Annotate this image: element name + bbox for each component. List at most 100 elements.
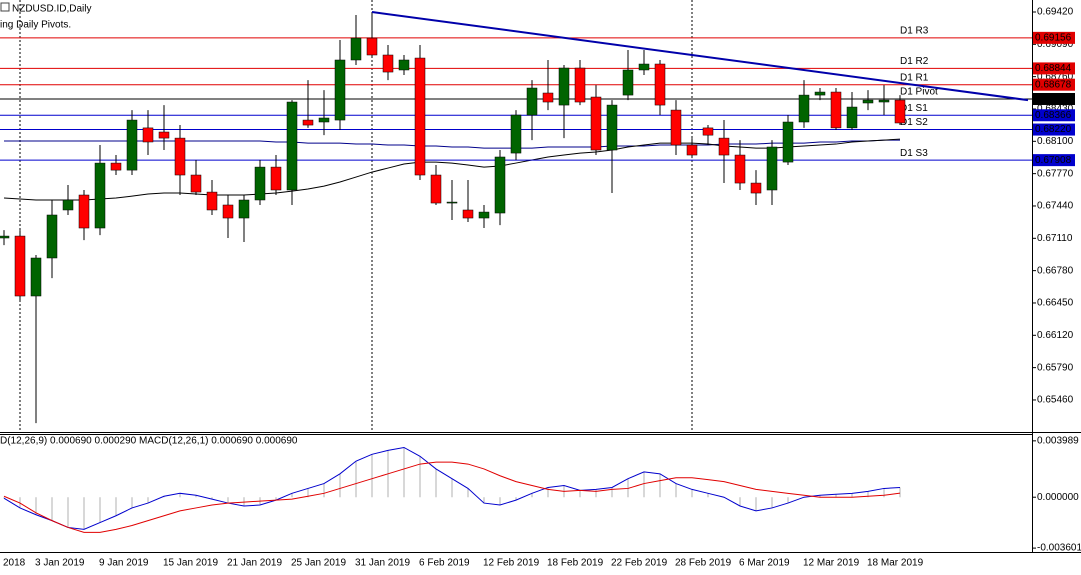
y-tick-label: 0.66120 <box>1037 330 1074 341</box>
pivot-name: D1 R3 <box>900 25 929 36</box>
x-tick-label: 18 Mar 2019 <box>867 558 924 569</box>
y-tick-label: 0.65790 <box>1037 362 1074 373</box>
candle-body <box>94 162 106 229</box>
candle-body <box>46 214 58 259</box>
x-tick-label: 9 Jan 2019 <box>99 558 149 569</box>
candle-body <box>558 67 570 106</box>
symbol-icon <box>0 2 10 12</box>
candle-body <box>238 199 250 219</box>
candle-body <box>526 87 538 116</box>
candle-body <box>366 37 378 56</box>
candle-body <box>30 257 42 297</box>
x-tick-label: 21 Jan 2019 <box>227 558 282 569</box>
candle-body <box>846 106 858 129</box>
candle-body <box>254 166 266 201</box>
pivot-name: D1 S1 <box>900 103 928 114</box>
candle-body <box>0 235 10 239</box>
candle-body <box>654 63 666 106</box>
x-tick-label: 6 Feb 2019 <box>419 558 470 569</box>
macd-title: D(12,26,9) 0.000690 0.000290 MACD(12,26,… <box>0 436 298 447</box>
candle-body <box>574 67 586 103</box>
candle-body <box>286 101 298 191</box>
candle-body <box>734 154 746 184</box>
pivot-name: D1 Pivot <box>900 87 938 98</box>
candle-body <box>590 96 602 151</box>
candle-body <box>142 127 154 143</box>
x-tick-label: 15 Jan 2019 <box>163 558 218 569</box>
candle-body <box>494 156 506 214</box>
indicator-name: ing Daily Pivots. <box>0 20 71 31</box>
candle-body <box>478 211 490 219</box>
pivot-price-box <box>1033 109 1075 122</box>
pivot-price-box <box>1033 92 1075 105</box>
candle-body <box>798 94 810 123</box>
candle-body <box>830 91 842 129</box>
candle-body <box>718 137 730 156</box>
x-tick-label: 22 Feb 2019 <box>611 558 668 569</box>
y-tick-label: 0.000000 <box>1037 492 1079 503</box>
candle-body <box>638 63 650 71</box>
pivot-price-box <box>1033 31 1075 44</box>
candle-body <box>302 119 314 126</box>
y-tick-label: 0.66450 <box>1037 298 1074 309</box>
chart-title: NZDUSD.ID,Daily <box>12 4 91 15</box>
pivot-price-label: 0.68532 <box>1035 94 1072 105</box>
candle-body <box>190 174 202 193</box>
y-tick-label: 0.68760 <box>1037 71 1074 82</box>
candle-body <box>750 182 762 194</box>
x-tick-label: 28 Feb 2019 <box>675 558 732 569</box>
candle-body <box>126 119 138 171</box>
candle-body <box>766 146 778 191</box>
x-tick-label: 18 Feb 2019 <box>547 558 604 569</box>
candle-body <box>510 114 522 154</box>
x-tick-label: 31 Jan 2019 <box>355 558 410 569</box>
pivot-price-label: 0.69156 <box>1035 32 1072 43</box>
pivot-price-label: 0.68678 <box>1035 79 1072 90</box>
candle-body <box>350 37 362 61</box>
moving-average <box>3 138 901 201</box>
pivot-name: D1 R2 <box>900 56 929 67</box>
y-tick-label: 0.67770 <box>1037 168 1074 179</box>
macd-line <box>3 446 901 530</box>
y-tick-label: 0.003989 <box>1037 435 1079 446</box>
candle-body <box>158 131 170 139</box>
candle-body <box>334 59 346 121</box>
candle-body <box>446 201 458 204</box>
pivot-price-box <box>1033 123 1075 136</box>
candle-body <box>174 137 186 176</box>
x-tick-label: 6 Mar 2019 <box>739 558 790 569</box>
candle-body <box>382 54 394 73</box>
y-tick-label: -0.003601 <box>1037 543 1081 554</box>
candle-body <box>862 99 874 104</box>
month-separators <box>19 0 693 432</box>
pivot-name: D1 R1 <box>900 72 929 83</box>
candle-body <box>606 104 618 151</box>
y-tick-label: 0.69090 <box>1037 39 1074 50</box>
x-tick-label: 12 Feb 2019 <box>483 558 540 569</box>
x-tick-label: 25 Jan 2019 <box>291 558 346 569</box>
candle-body <box>878 99 890 103</box>
candle-body <box>686 144 698 156</box>
candle-body <box>414 57 426 176</box>
pivot-price-box <box>1033 154 1075 167</box>
candle-body <box>670 109 682 146</box>
y-tick-label: 0.69420 <box>1037 7 1074 18</box>
y-tick-label: 0.65460 <box>1037 395 1074 406</box>
x-tick-label: 2018 <box>3 558 26 569</box>
candle-body <box>894 99 906 124</box>
pivot-price-label: 0.68220 <box>1035 124 1072 135</box>
candle-body <box>110 162 122 171</box>
candle-body <box>430 174 442 204</box>
pivot-name: D1 S3 <box>900 148 928 159</box>
x-tick-label: 3 Jan 2019 <box>35 558 85 569</box>
candle-body <box>78 194 90 229</box>
y-tick-label: 0.67110 <box>1037 233 1073 244</box>
candle-body <box>814 91 826 96</box>
x-tick-label: 12 Mar 2019 <box>803 558 860 569</box>
candle-body <box>622 69 634 96</box>
moving-average <box>4 139 900 149</box>
pivot-price-box <box>1033 78 1075 91</box>
